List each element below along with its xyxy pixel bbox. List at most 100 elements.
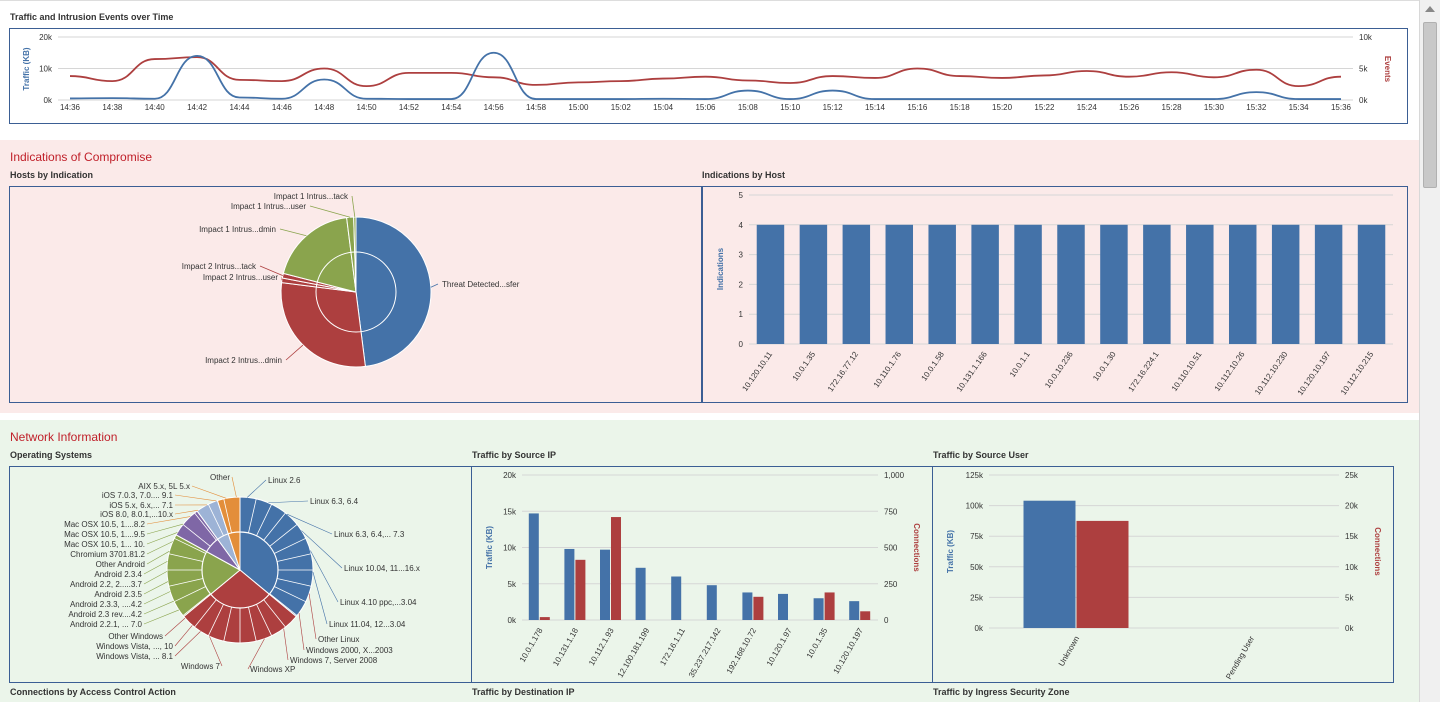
y-tick-left: 20k: [503, 471, 517, 480]
sub-slice-divider: [223, 606, 232, 642]
x-tick-label: 15:14: [865, 103, 886, 112]
os-label-right: Other Linux: [318, 635, 359, 644]
x-tick-label: 10.110.1.76: [872, 350, 904, 390]
bar: [885, 224, 914, 344]
x-tick-label: 35.237.217.142: [687, 626, 723, 679]
leader-line: [174, 509, 199, 515]
os-label-left: Windows Vista, ... 8.1: [96, 652, 173, 661]
connections-bar: [611, 517, 621, 620]
sub-slice-divider: [207, 604, 224, 636]
os-label-left: Mac OSX 10.5, 1....8.2: [64, 520, 145, 529]
slice-label: Impact 1 Intrus...dmin: [199, 225, 276, 234]
y-tick-label: 3: [739, 251, 744, 260]
hosts-by-indication-title: Hosts by Indication: [10, 170, 94, 180]
traffic-bar: [671, 576, 682, 620]
indications-by-host-panel: 5 4 3 2 1 0 Indications 10.120.10.11 10.0.1.35 17…: [702, 186, 1408, 403]
y-tick-right: 5k: [1359, 65, 1368, 74]
os-label-left: Windows 7: [181, 662, 221, 671]
os-label-right: Linux 4.10 ppc,...3.04: [340, 598, 417, 607]
y-axis-label-right: Connections: [912, 523, 921, 572]
x-tick-label: Pending User: [1224, 634, 1256, 681]
hosts-by-indication-chart: Threat Detected...sfer Impact 2 Intrus...…: [182, 192, 520, 368]
sub-slice-divider: [256, 604, 273, 636]
x-tick-label: 15:10: [780, 103, 801, 112]
sub-slice-divider: [263, 512, 286, 541]
bar: [1314, 224, 1343, 344]
y-tick-right: 1,000: [884, 471, 905, 480]
x-tick-label: 14:44: [229, 103, 250, 112]
leader-line: [279, 228, 307, 237]
bar: [1186, 224, 1214, 344]
y-axis-label-left: Traffic (KB): [485, 526, 494, 569]
leader-line: [231, 476, 237, 498]
indications-by-host-title: Indications by Host: [702, 170, 786, 180]
sub-slice-divider: [256, 504, 273, 536]
leader-line: [143, 571, 168, 585]
x-tick-label: 14:54: [441, 103, 462, 112]
y-axis-label-right: Connections: [1373, 527, 1382, 576]
y-tick-left: 50k: [970, 563, 984, 572]
y-tick-left: 15k: [503, 507, 517, 516]
x-tick-label: 15:32: [1246, 103, 1267, 112]
x-tick-label: 14:52: [399, 103, 420, 112]
sub-slice-divider: [276, 578, 312, 587]
leader-line: [146, 550, 170, 565]
os-label-left: Android 2.2, 2.....3.7: [70, 580, 143, 589]
os-label-left: Android 2.3.3, ....4.2: [70, 600, 143, 609]
leader-line: [351, 195, 356, 218]
operating-systems-panel: Other AIX 5.x, 5L 5.x iOS 7.0.3, 7.0.... 9…: [9, 466, 472, 683]
scroll-up-arrow-icon[interactable]: [1425, 6, 1435, 12]
bar: [1100, 224, 1128, 344]
os-label-left: iOS 5.x, 6.x,... 7.1: [109, 501, 173, 510]
traffic-by-source-ip-title: Traffic by Source IP: [472, 450, 557, 460]
os-label-right: Linux 6.3, 6.4: [310, 497, 359, 506]
x-tick-label: 172.16.1.11: [658, 626, 687, 667]
bar: [1228, 224, 1257, 344]
x-tick-label: 15:12: [823, 103, 844, 112]
y-tick-label: 4: [739, 221, 744, 230]
connections-bar: [1076, 520, 1129, 628]
y-tick-right: 10k: [1345, 563, 1359, 572]
leader-line: [285, 344, 304, 361]
x-tick-label: 10.120.10.197: [832, 626, 866, 675]
sub-slice-divider: [248, 606, 257, 642]
leader-line: [164, 617, 186, 637]
os-label-left: Android 2.3 rev....4.2: [68, 610, 142, 619]
y-tick-right: 0: [884, 616, 889, 625]
y-tick-label: 2: [739, 280, 744, 289]
x-tick-label: 15:02: [611, 103, 632, 112]
slice: [280, 282, 366, 368]
x-tick-label: 10.120.10.11: [740, 350, 774, 393]
x-tick-label: 14:48: [314, 103, 335, 112]
os-label-left: Android 2.3.5: [94, 590, 142, 599]
leader-line: [209, 636, 223, 667]
os-label-left: Other Android: [96, 560, 145, 569]
x-tick-label: 15:36: [1331, 103, 1352, 112]
traffic-by-ingress-zone-title: Traffic by Ingress Security Zone: [933, 687, 1070, 697]
page-scrollbar[interactable]: [1419, 0, 1440, 702]
x-tick-label: 10.0.1.178: [518, 626, 545, 664]
sub-slice-divider: [174, 586, 206, 603]
bar: [1143, 224, 1171, 344]
os-label-right: Linux 11.04, 12...3.04: [329, 620, 406, 629]
y-tick-left: 0k: [508, 616, 517, 625]
x-tick-label: 10.0.10.236: [1043, 350, 1075, 390]
y-axis-label-right: Events: [1383, 56, 1392, 83]
leader-line: [146, 532, 178, 545]
sub-slice-divider: [269, 593, 298, 616]
leader-line: [259, 265, 283, 277]
os-label-right: Linux 2.6: [268, 476, 301, 485]
traffic-bar: [564, 548, 575, 620]
traffic-bar: [813, 598, 824, 620]
x-tick-label: 10.0.1.58: [919, 350, 946, 383]
x-tick-label: 15:22: [1034, 103, 1055, 112]
leader-line: [286, 513, 333, 535]
y-tick-left: 25k: [970, 593, 984, 602]
y-tick-label: 5: [739, 191, 744, 200]
y-tick-left: 0k: [44, 96, 53, 105]
os-label-right: Linux 10.04, 11...16.x: [344, 564, 420, 573]
scrollbar-thumb[interactable]: [1423, 22, 1437, 188]
y-tick-right: 500: [884, 544, 898, 553]
traffic-events-panel: 20k 10k 0k 10k 5k 0k Traffic (KB) Events 14:36 14…: [9, 28, 1408, 124]
